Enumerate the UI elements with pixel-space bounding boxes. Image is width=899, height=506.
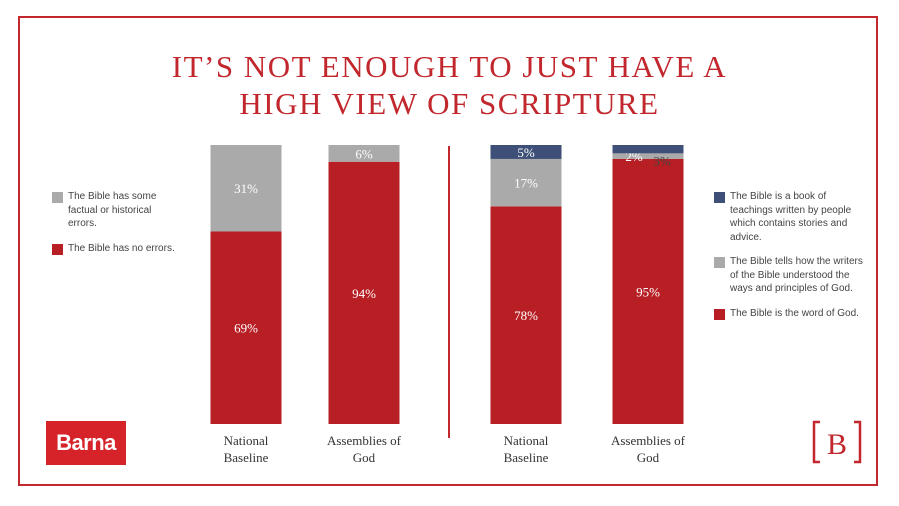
value-label-1-1-2: 31% <box>234 181 258 196</box>
category-label-line: God <box>352 450 376 465</box>
barna-bracket-logo: B <box>812 420 862 464</box>
value-label-1-2-1: 94% <box>352 286 376 301</box>
category-label-2-2: Assemblies of God <box>588 432 708 466</box>
category-label-line: Assemblies of <box>326 433 402 448</box>
category-label-line: God <box>636 450 660 465</box>
legend-label: The Bible has some factual or historical… <box>68 191 157 229</box>
legend-item: The Bible has no errors. <box>52 242 178 256</box>
legend-left: The Bible has some factual or historical… <box>52 190 178 266</box>
bar-segment-1-1-1 <box>210 231 282 424</box>
legend-label: The Bible is the word of God. <box>730 307 859 319</box>
value-label-2-2-1: 95% <box>636 284 660 299</box>
category-label-line: Assemblies of <box>610 433 686 448</box>
legend-swatch <box>714 257 725 268</box>
chart-title: IT’S NOT ENOUGH TO JUST HAVE A HIGH VIEW… <box>0 48 899 122</box>
category-label-line: Baseline <box>223 450 269 465</box>
barna-logo: Barna <box>46 421 126 465</box>
bar-segment-2-2-1 <box>612 158 684 424</box>
bar-segment-2-1-1 <box>490 206 562 424</box>
title-line-2: HIGH VIEW OF SCRIPTURE <box>239 86 660 121</box>
legend-right: The Bible is a book of teachings written… <box>714 190 868 331</box>
bar-segment-2-2-2 <box>612 153 684 159</box>
value-label-2-1-3: 5% <box>517 145 535 160</box>
category-label-1-2: Assemblies of God <box>304 432 424 466</box>
legend-swatch <box>714 192 725 203</box>
category-label-2-1: National Baseline <box>466 432 586 466</box>
legend-label: The Bible tells how the writers of the B… <box>730 256 863 294</box>
legend-item: The Bible is the word of God. <box>714 307 868 321</box>
legend-swatch <box>52 243 63 255</box>
bar-segment-2-1-3 <box>490 145 562 159</box>
legend-swatch <box>52 192 63 203</box>
title-line-1: IT’S NOT ENOUGH TO JUST HAVE A <box>171 49 728 84</box>
legend-label: The Bible has no errors. <box>68 242 175 254</box>
bracket-logo-svg: B <box>812 420 862 464</box>
category-label-line: National <box>503 433 549 448</box>
value-label-2-2-3: 3% <box>653 153 671 168</box>
legend-label: The Bible is a book of teachings written… <box>730 191 852 243</box>
legend-item: The Bible tells how the writers of the B… <box>714 255 868 296</box>
category-label-line: Baseline <box>503 450 549 465</box>
bar-segment-1-2-2 <box>328 145 400 162</box>
value-label-2-1-2: 17% <box>514 176 538 191</box>
value-label-1-1-1: 69% <box>234 321 258 336</box>
legend-item: The Bible has some factual or historical… <box>52 190 178 231</box>
category-label-1-1: National Baseline <box>186 432 306 466</box>
bar-segment-2-2-3 <box>612 145 684 154</box>
legend-item: The Bible is a book of teachings written… <box>714 190 868 244</box>
legend-swatch <box>714 308 725 320</box>
bar-segment-2-1-2 <box>490 158 562 207</box>
svg-text:B: B <box>827 428 847 461</box>
bar-segment-1-1-2 <box>210 145 282 232</box>
bar-segment-1-2-1 <box>328 161 400 425</box>
category-label-line: National <box>223 433 269 448</box>
value-label-2-1-1: 78% <box>514 308 538 323</box>
chart-frame <box>18 16 878 486</box>
value-label-1-2-2: 6% <box>355 146 373 161</box>
